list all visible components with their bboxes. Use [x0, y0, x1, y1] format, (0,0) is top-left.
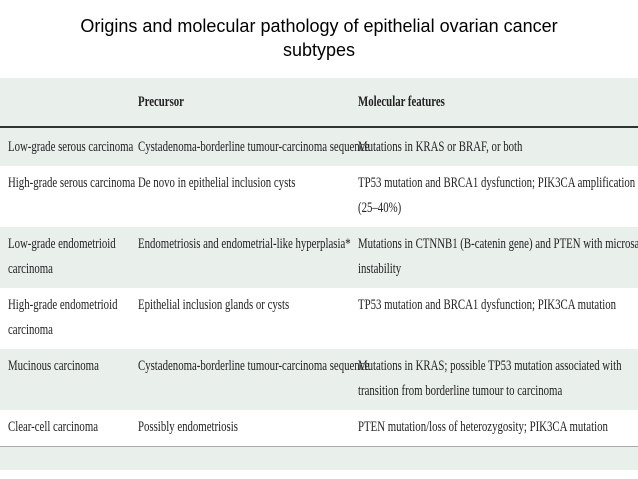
title-line: subtypes	[282, 40, 356, 60]
cell-text: Mutations in KRAS or BRAF, or both	[358, 139, 523, 155]
cell-text: transition from borderline tumour to car…	[358, 383, 563, 399]
row-band	[0, 130, 638, 166]
cell-text: Endometriosis and endometrial-like hyper…	[138, 236, 351, 252]
row-band	[0, 227, 638, 288]
cell-text: carcinoma	[8, 261, 53, 277]
cell-text: Cystadenoma-borderline tumour-carcinoma …	[138, 139, 370, 155]
cell-text: Mutations in CTNNB1 (B-catenin gene) and…	[358, 236, 638, 252]
cell-text: instability	[358, 261, 402, 277]
table: Precursor Molecular features Low-grade ser…	[0, 78, 638, 470]
slide-title: Origins and molecular pathology of epith…	[0, 14, 638, 62]
row-band	[0, 410, 638, 446]
cell-text: Possibly endometriosis	[138, 419, 238, 435]
cell-text: High-grade endometrioid	[8, 297, 118, 313]
row-band	[0, 349, 638, 410]
cell-text: De novo in epithelial inclusion cysts	[138, 175, 296, 191]
row-band	[0, 288, 638, 349]
cell-text: Low-grade endometrioid	[8, 236, 116, 252]
cell-text: carcinoma	[8, 322, 53, 338]
cell-text: TP53 mutation and BRCA1 dysfunction; PIK…	[358, 297, 617, 313]
column-header: Molecular features	[358, 94, 445, 110]
cell-text: Low-grade serous carcinoma	[8, 139, 134, 155]
cell-text: Clear-cell carcinoma	[8, 419, 99, 435]
cell-text: Mucinous carcinoma	[8, 358, 99, 374]
cell-text: Mutations in KRAS; possible TP53 mutatio…	[358, 358, 622, 374]
cell-text: (25–40%)	[358, 200, 402, 216]
cell-text: High-grade serous carcinoma	[8, 175, 136, 191]
column-header: Precursor	[138, 94, 184, 110]
title-line: Origins and molecular pathology of epith…	[80, 16, 558, 36]
cell-text: TP53 mutation and BRCA1 dysfunction; PIK…	[358, 175, 636, 191]
cell-text: Epithelial inclusion glands or cysts	[138, 297, 290, 313]
cell-text: Cystadenoma-borderline tumour-carcinoma …	[138, 358, 370, 374]
header-rule	[0, 126, 638, 128]
row-band	[0, 166, 638, 227]
cell-text: PTEN mutation/loss of heterozygosity; PI…	[358, 419, 608, 435]
row-rule	[0, 446, 638, 447]
